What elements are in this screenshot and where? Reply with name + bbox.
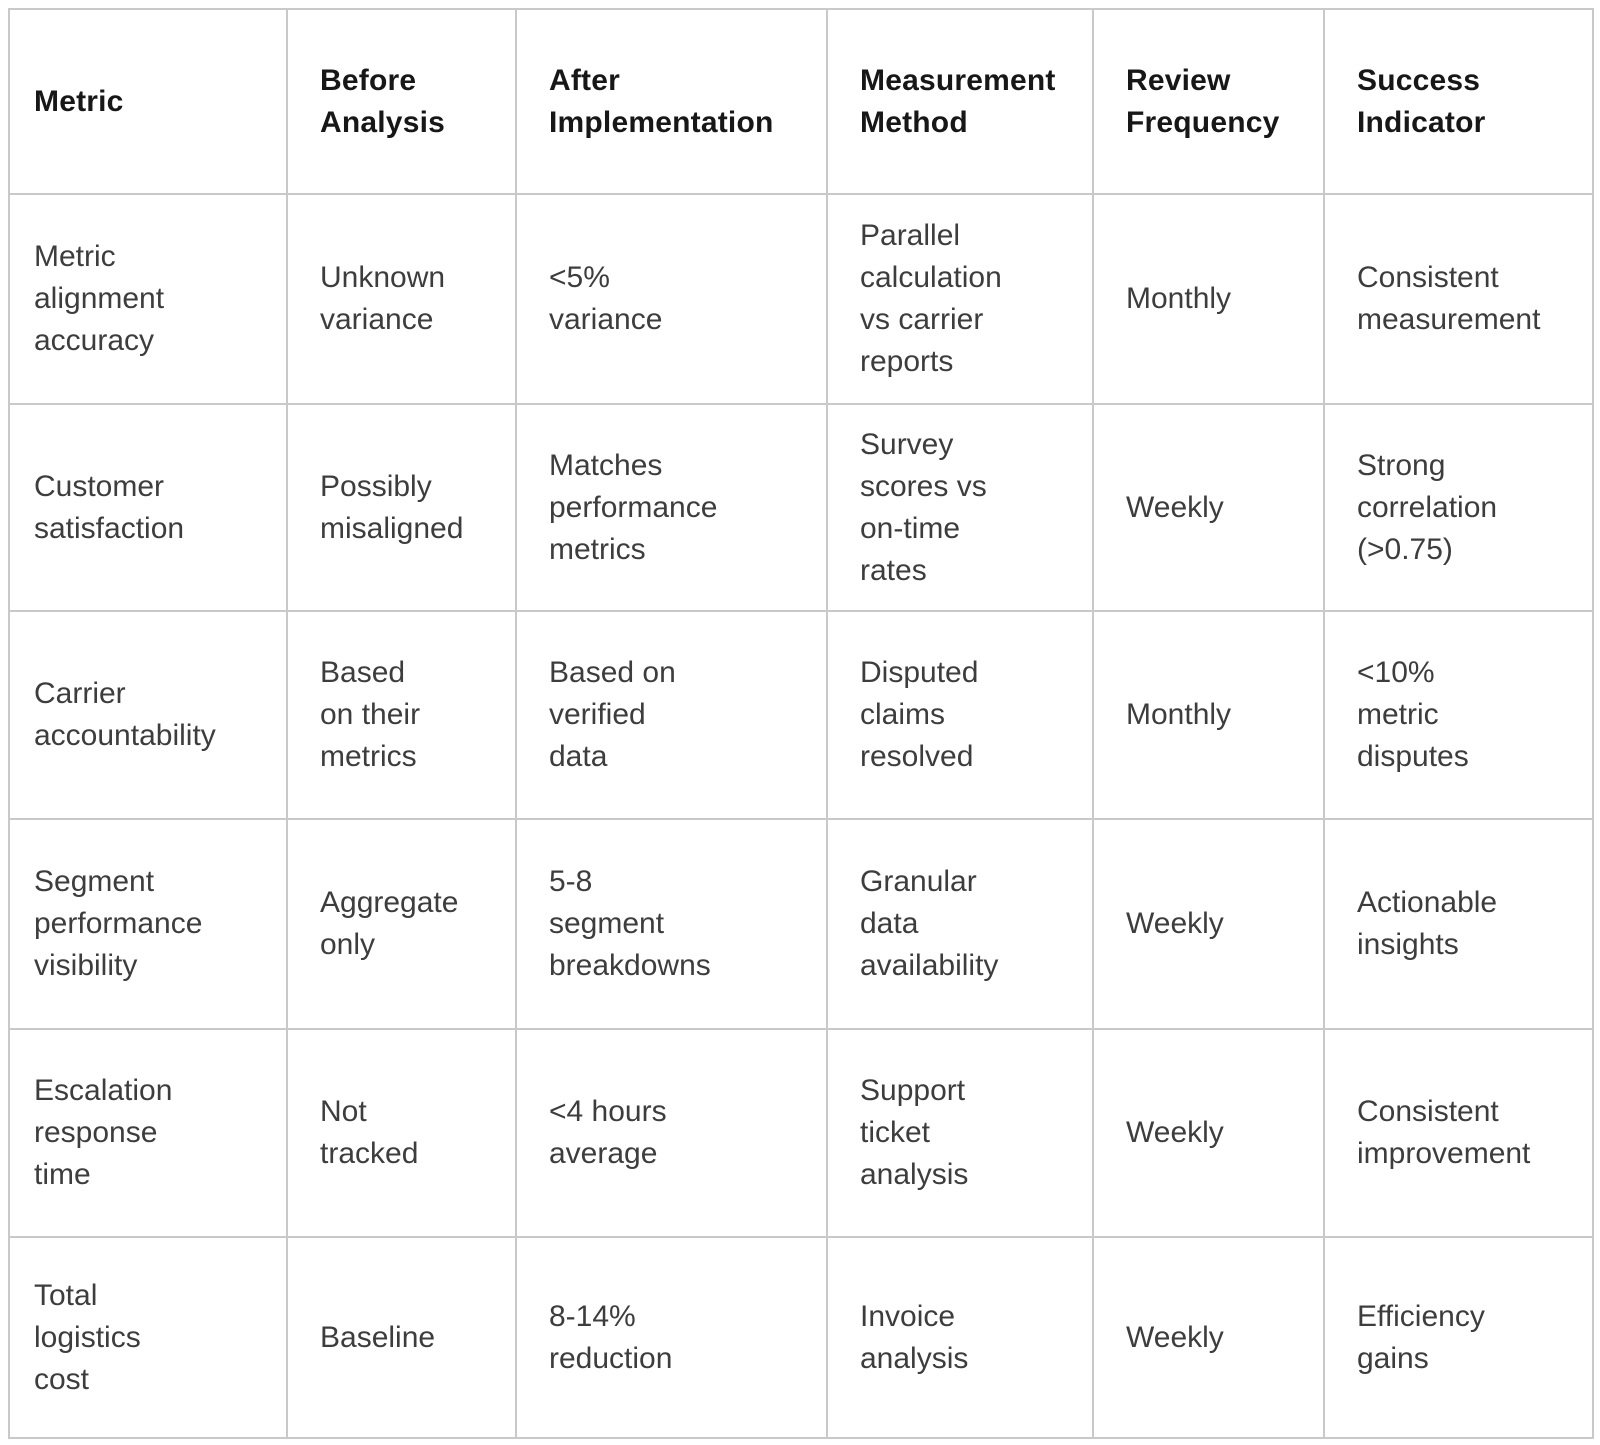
column-header-metric: Metric	[8, 8, 288, 195]
column-header-measurement-method: Measurement Method	[826, 8, 1094, 195]
table-cell: Based on verified data	[515, 610, 828, 820]
metrics-comparison-table-container: Metric Before Analysis After Implementat…	[8, 8, 1594, 1439]
table-cell: Survey scores vs on-time rates	[826, 403, 1094, 612]
column-header-before-analysis: Before Analysis	[286, 8, 517, 195]
table-cell: Consistent improvement	[1323, 1028, 1594, 1238]
table-row-escalation-response-time: Escalation response time Not tracked <4 …	[8, 1028, 1594, 1238]
table-cell: Monthly	[1092, 193, 1325, 405]
table-cell: Weekly	[1092, 1236, 1325, 1439]
table-cell: Unknown variance	[286, 193, 517, 405]
table-cell: <4 hours average	[515, 1028, 828, 1238]
table-row-segment-performance-visibility: Segment performance visibility Aggregate…	[8, 818, 1594, 1030]
table-cell: Granular data availability	[826, 818, 1094, 1030]
column-header-review-frequency: Review Frequency	[1092, 8, 1325, 195]
table-cell: Escalation response time	[8, 1028, 288, 1238]
table-cell: <10% metric disputes	[1323, 610, 1594, 820]
table-cell: 8-14% reduction	[515, 1236, 828, 1439]
table-cell: Disputed claims resolved	[826, 610, 1094, 820]
table-cell: Segment performance visibility	[8, 818, 288, 1030]
table-cell: Aggregate only	[286, 818, 517, 1030]
table-cell: Actionable insights	[1323, 818, 1594, 1030]
table-cell: Weekly	[1092, 818, 1325, 1030]
table-cell: Not tracked	[286, 1028, 517, 1238]
table-cell: Consistent measurement	[1323, 193, 1594, 405]
table-cell: Invoice analysis	[826, 1236, 1094, 1439]
column-header-success-indicator: Success Indicator	[1323, 8, 1594, 195]
table-row-metric-alignment-accuracy: Metric alignment accuracy Unknown varian…	[8, 193, 1594, 405]
table-cell: Carrier accountability	[8, 610, 288, 820]
table-cell: Weekly	[1092, 1028, 1325, 1238]
table-cell: <5% variance	[515, 193, 828, 405]
table-cell: 5-8 segment breakdowns	[515, 818, 828, 1030]
table-cell: Customer satisfaction	[8, 403, 288, 612]
table-row-carrier-accountability: Carrier accountability Based on their me…	[8, 610, 1594, 820]
table-cell: Monthly	[1092, 610, 1325, 820]
table-cell: Based on their metrics	[286, 610, 517, 820]
table-cell: Efficiency gains	[1323, 1236, 1594, 1439]
table-cell: Strong correlation (>0.75)	[1323, 403, 1594, 612]
table-row-customer-satisfaction: Customer satisfaction Possibly misaligne…	[8, 403, 1594, 612]
table-cell: Matches performance metrics	[515, 403, 828, 612]
table-cell: Total logistics cost	[8, 1236, 288, 1439]
header-row: Metric Before Analysis After Implementat…	[8, 8, 1594, 195]
table-cell: Weekly	[1092, 403, 1325, 612]
table-cell: Parallel calculation vs carrier reports	[826, 193, 1094, 405]
table-cell: Support ticket analysis	[826, 1028, 1094, 1238]
table-cell: Baseline	[286, 1236, 517, 1439]
column-header-after-implementation: After Implementation	[515, 8, 828, 195]
metrics-comparison-table: Metric Before Analysis After Implementat…	[8, 8, 1594, 1439]
table-cell: Metric alignment accuracy	[8, 193, 288, 405]
table-row-total-logistics-cost: Total logistics cost Baseline 8-14% redu…	[8, 1236, 1594, 1439]
table-cell: Possibly misaligned	[286, 403, 517, 612]
